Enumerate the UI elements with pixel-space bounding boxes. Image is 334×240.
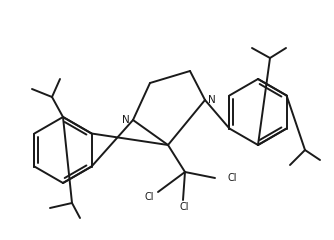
Text: N: N bbox=[122, 115, 130, 125]
Text: N: N bbox=[208, 95, 216, 105]
Text: Cl: Cl bbox=[228, 173, 237, 183]
Text: Cl: Cl bbox=[179, 202, 189, 212]
Text: Cl: Cl bbox=[144, 192, 154, 202]
